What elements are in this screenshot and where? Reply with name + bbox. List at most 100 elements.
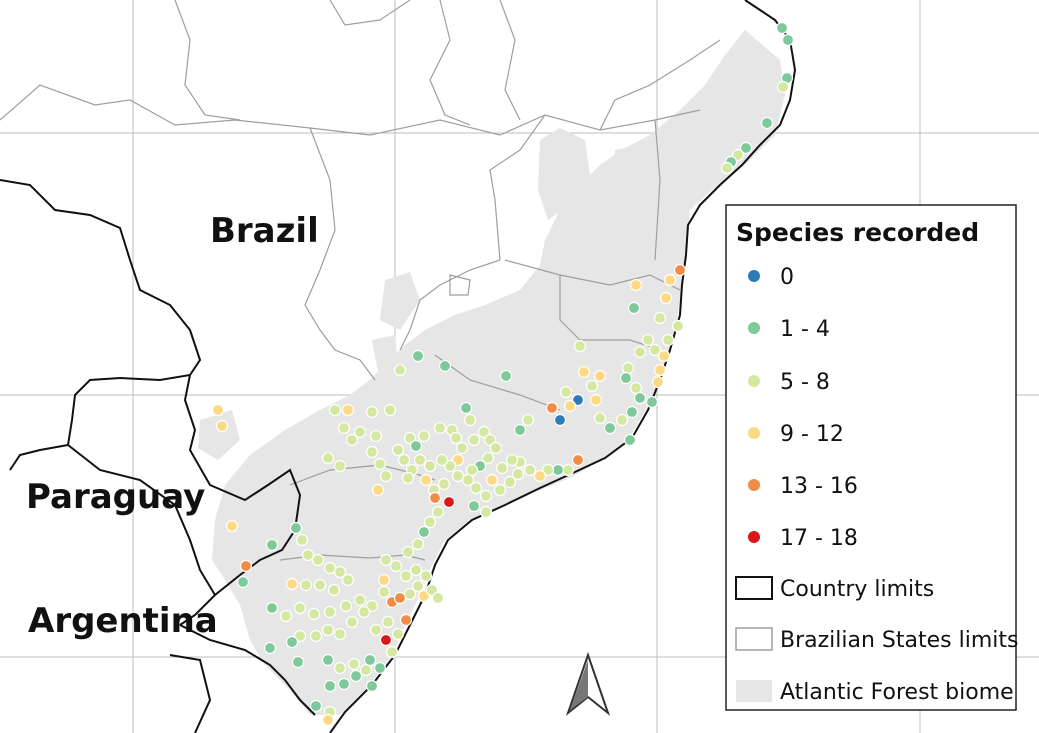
occurrence-point	[353, 593, 367, 607]
occurrence-point	[571, 393, 585, 407]
occurrence-point	[443, 459, 457, 473]
occurrence-point	[523, 463, 537, 477]
occurrence-point	[663, 273, 677, 287]
occurrence-point	[345, 615, 359, 629]
occurrence-point	[211, 403, 225, 417]
occurrence-point	[739, 141, 753, 155]
legend-swatch-0	[748, 270, 760, 282]
occurrence-points	[211, 21, 795, 727]
occurrence-point	[385, 645, 399, 659]
legend-swatch-1	[748, 322, 760, 334]
legend-swatch-4	[748, 479, 760, 491]
occurrence-point	[775, 21, 789, 35]
occurrence-point	[265, 601, 279, 615]
occurrence-point	[345, 433, 359, 447]
occurrence-point	[657, 349, 671, 363]
occurrence-point	[383, 403, 397, 417]
occurrence-point	[589, 393, 603, 407]
occurrence-point	[265, 538, 279, 552]
occurrence-point	[285, 577, 299, 591]
occurrence-point	[327, 583, 341, 597]
occurrence-point	[633, 345, 647, 359]
occurrence-point	[776, 80, 790, 94]
occurrence-point	[571, 453, 585, 467]
occurrence-point	[377, 585, 391, 599]
atlantic-forest-biome	[198, 30, 785, 715]
occurrence-point	[633, 391, 647, 405]
occurrence-point	[511, 467, 525, 481]
occurrence-point	[465, 463, 479, 477]
occurrence-point	[299, 578, 313, 592]
occurrence-point	[437, 477, 451, 491]
occurrence-point	[365, 679, 379, 693]
occurrence-point	[397, 453, 411, 467]
occurrence-point	[577, 365, 591, 379]
occurrence-point	[648, 343, 662, 357]
occurrence-point	[321, 451, 335, 465]
occurrence-point	[533, 469, 547, 483]
occurrence-point	[393, 363, 407, 377]
occurrence-point	[401, 545, 415, 559]
occurrence-point	[403, 431, 417, 445]
legend-swatch-biome	[736, 680, 772, 702]
occurrence-point	[641, 333, 655, 347]
occurrence-point	[603, 421, 617, 435]
occurrence-point	[479, 489, 493, 503]
occurrence-point	[291, 655, 305, 669]
occurrence-point	[323, 561, 337, 575]
occurrence-point	[629, 381, 643, 395]
occurrence-point	[489, 441, 503, 455]
occurrence-point	[333, 565, 347, 579]
occurrence-point	[513, 423, 527, 437]
occurrence-point	[225, 519, 239, 533]
occurrence-point	[321, 623, 335, 637]
occurrence-point	[645, 395, 659, 409]
occurrence-point	[417, 589, 431, 603]
occurrence-point	[363, 653, 377, 667]
occurrence-point	[369, 623, 383, 637]
occurrence-point	[337, 677, 351, 691]
occurrence-point	[449, 431, 463, 445]
legend-box	[725, 204, 1017, 711]
occurrence-point	[393, 591, 407, 605]
occurrence-point	[236, 575, 250, 589]
occurrence-point	[357, 605, 371, 619]
occurrence-point	[585, 379, 599, 393]
occurrence-point	[321, 653, 335, 667]
occurrence-point	[673, 263, 687, 277]
occurrence-point	[359, 663, 373, 677]
occurrence-point	[419, 569, 433, 583]
occurrence-point	[371, 483, 385, 497]
occurrence-point	[561, 463, 575, 477]
occurrence-point	[419, 473, 433, 487]
occurrence-point	[469, 481, 483, 495]
legend-label-0: 0	[780, 265, 794, 290]
occurrence-point	[309, 699, 323, 713]
occurrence-point	[521, 413, 535, 427]
occurrence-point	[720, 161, 734, 175]
legend-swatch-2	[748, 375, 760, 387]
occurrence-point	[451, 469, 465, 483]
country-label-brazil: Brazil	[210, 211, 319, 251]
occurrence-point	[391, 627, 405, 641]
occurrence-point	[573, 339, 587, 353]
occurrence-point	[651, 375, 665, 389]
occurrence-point	[619, 371, 633, 385]
occurrence-point	[311, 553, 325, 567]
occurrence-point	[661, 333, 675, 347]
occurrence-point	[505, 453, 519, 467]
occurrence-point	[373, 661, 387, 675]
occurrence-point	[433, 421, 447, 435]
occurrence-point	[341, 403, 355, 417]
occurrence-point	[563, 399, 577, 413]
legend-swatch-3	[748, 427, 760, 439]
occurrence-point	[263, 641, 277, 655]
occurrence-point	[431, 591, 445, 605]
occurrence-point	[551, 463, 565, 477]
occurrence-point	[467, 433, 481, 447]
occurrence-point	[309, 629, 323, 643]
occurrence-point	[463, 413, 477, 427]
legend-label-1: 1 - 4	[780, 317, 830, 342]
country-label-argentina: Argentina	[28, 601, 218, 641]
